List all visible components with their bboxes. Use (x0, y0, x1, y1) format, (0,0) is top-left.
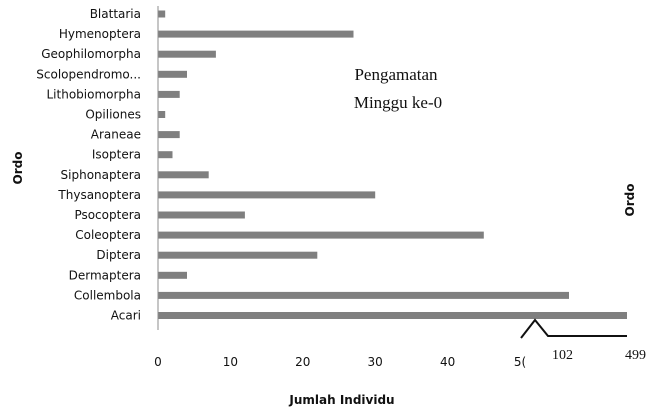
x-tick-label: 0 (154, 355, 162, 369)
break-label-102: 102 (552, 348, 573, 363)
category-label-blattaria: Blattaria (90, 7, 141, 21)
x-tick-label: 10 (223, 355, 238, 369)
category-label-dermaptera: Dermaptera (69, 268, 141, 282)
bar-dermaptera (158, 271, 187, 279)
bar-blattaria (158, 10, 166, 18)
bar-psocoptera (158, 211, 245, 219)
category-label-scolopendromo: Scolopendromo... (36, 67, 141, 81)
bar-hymenoptera (158, 30, 354, 38)
bar-opiliones (158, 111, 166, 118)
x-tick-labels: 0 10 20 30 40 5( (154, 355, 526, 369)
x-axis-title: Jumlah Individu (288, 393, 394, 407)
category-label-siphonaptera: Siphonaptera (61, 168, 141, 182)
category-label-isoptera: Isoptera (92, 148, 141, 162)
right-panel-y-axis-title: Ordo (623, 184, 637, 217)
break-label-499: 499 (625, 348, 646, 363)
bar-geophilomorpha (158, 50, 216, 58)
category-label-thysanoptera: Thysanoptera (57, 188, 141, 202)
bar-lithobiomorpha (158, 90, 180, 98)
bar-coleoptera (158, 231, 484, 239)
bar-acari (158, 312, 627, 319)
bar-isoptera (158, 151, 173, 159)
bar-scolopendromo (158, 70, 187, 78)
category-label-geophilomorpha: Geophilomorpha (41, 47, 141, 61)
category-label-diptera: Diptera (96, 248, 141, 262)
x-tick-label: 40 (440, 355, 455, 369)
category-label-collembola: Collembola (74, 288, 141, 302)
x-tick-label: 30 (368, 355, 383, 369)
category-label-acari: Acari (111, 309, 141, 323)
x-tick-label: 20 (295, 355, 310, 369)
category-label-opiliones: Opiliones (85, 108, 141, 122)
category-label-araneae: Araneae (91, 128, 141, 142)
bars-group (158, 10, 627, 319)
chart-title-line-2: Minggu ke-0 (354, 93, 442, 112)
bar-collembola (158, 291, 569, 299)
x-tick-label: 5( (514, 355, 526, 369)
category-label-lithobiomorpha: Lithobiomorpha (46, 87, 141, 101)
bar-araneae (158, 131, 180, 139)
category-label-hymenoptera: Hymenoptera (59, 27, 141, 41)
chart-title-line-1: Pengamatan (354, 65, 438, 84)
axis-break-mark (520, 318, 627, 339)
category-label-coleoptera: Coleoptera (75, 228, 141, 242)
y-axis-title: Ordo (11, 152, 25, 185)
bar-thysanoptera (158, 191, 376, 199)
category-labels: Blattaria Hymenoptera Geophilomorpha Scolop… (36, 7, 141, 323)
bar-siphonaptera (158, 171, 209, 179)
bar-diptera (158, 251, 318, 259)
category-label-psocoptera: Psocoptera (74, 208, 141, 222)
